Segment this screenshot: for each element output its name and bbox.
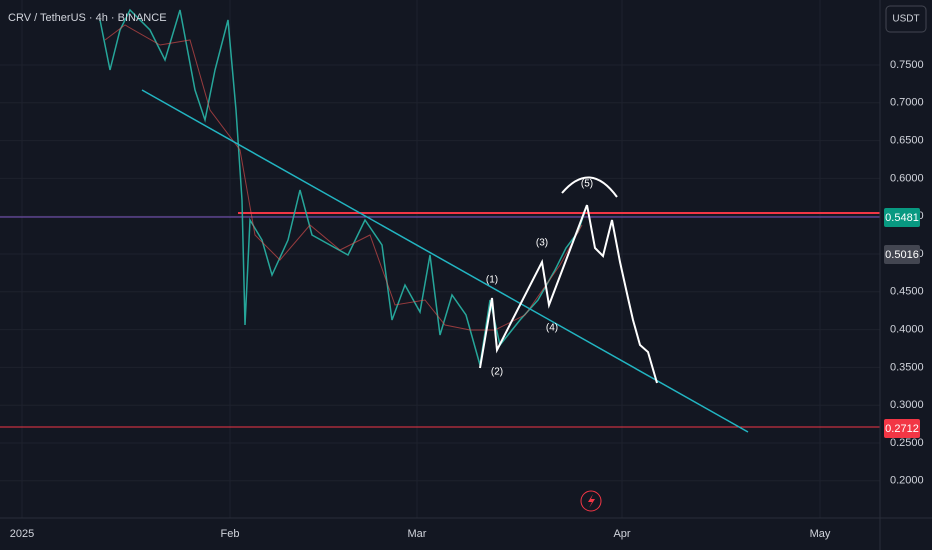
price-tag-label: 0.5481 (885, 212, 919, 224)
wave-label: (4) (546, 323, 558, 334)
top-arc (561, 176, 618, 198)
event-icon[interactable] (580, 490, 602, 512)
price-tag (884, 419, 920, 438)
price-axis-label: 0.7500 (890, 59, 924, 71)
price-tag (884, 208, 920, 227)
projection (586, 204, 658, 384)
wave-label: (2) (491, 367, 503, 378)
price-axis-label: 0.7000 (890, 97, 924, 109)
event-bolt (588, 494, 595, 508)
time-axis-label: Apr (613, 528, 630, 540)
price-tag (884, 245, 920, 264)
price-tag-label: 0.5016 (885, 249, 919, 261)
price-axis-label: 0.2500 (890, 437, 924, 449)
wave-label: (5) (581, 179, 593, 190)
price-axis-label: 0.3500 (890, 361, 924, 373)
price-axis-label: 0.3000 (890, 399, 924, 411)
wave-label: (1) (486, 275, 498, 286)
price-tag-label: 0.2712 (885, 423, 919, 435)
time-axis-label: 2025 (10, 528, 34, 540)
price-axis-label: 0.6000 (890, 172, 924, 184)
currency-button[interactable] (885, 5, 927, 33)
price-axis-label: 0.6500 (890, 135, 924, 147)
price-axis-label: 0.4000 (890, 324, 924, 336)
grid (0, 0, 880, 518)
price-axis-label: 0.2000 (890, 475, 924, 487)
time-axis-label: Mar (408, 528, 427, 540)
time-axis-label: Feb (221, 528, 240, 540)
symbol-title: CRV / TetherUS · 4h · BINANCE (8, 12, 167, 24)
trend-line (141, 89, 749, 433)
wave-count (479, 204, 588, 369)
currency-label: USDT (892, 14, 919, 25)
time-axis-label: May (810, 528, 831, 540)
wave-label: (3) (536, 238, 548, 249)
price-axis-label: 0.4500 (890, 286, 924, 298)
